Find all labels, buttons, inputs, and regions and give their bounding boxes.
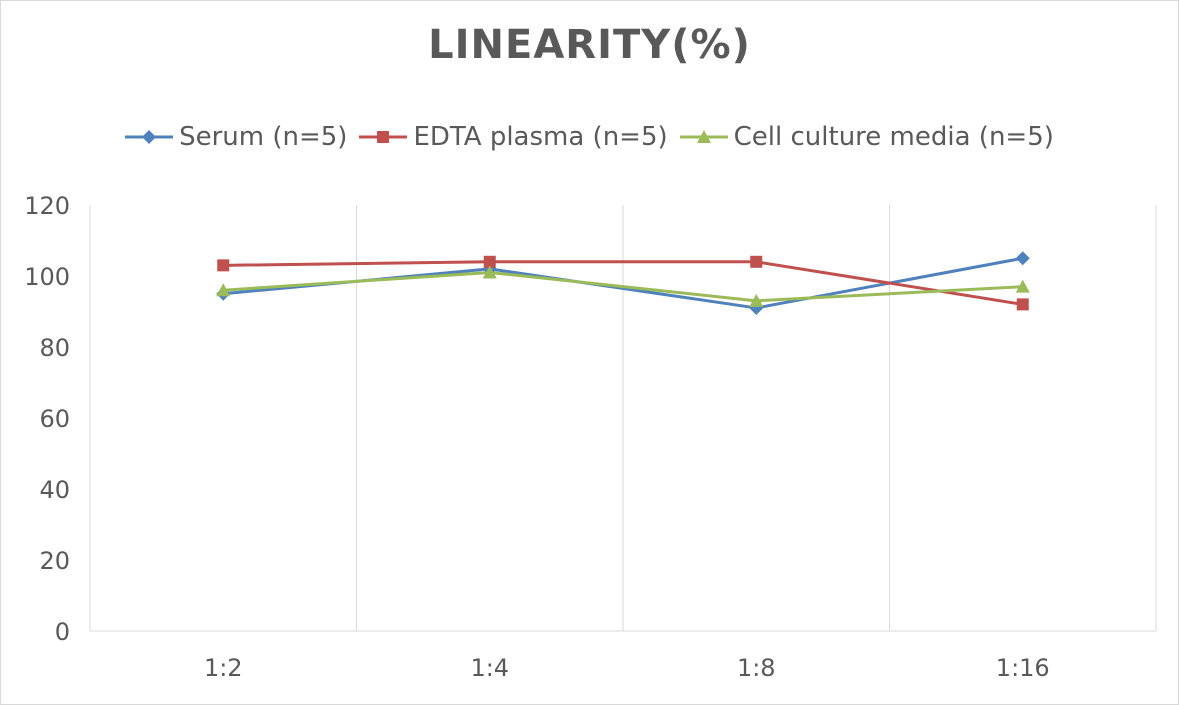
legend-item-edta-plasma: EDTA plasma (n=5): [359, 122, 668, 152]
x-tick-label: 1:16: [996, 654, 1050, 682]
y-tick-label: 0: [55, 618, 70, 646]
legend-swatch-marker: [377, 131, 390, 143]
series-markers: [216, 251, 1030, 315]
x-tick-label: 1:2: [204, 654, 243, 682]
data-point-marker: [750, 255, 763, 268]
legend-item-serum: Serum (n=5): [125, 122, 347, 152]
legend-item-cell-culture-media: Cell culture media (n=5): [679, 122, 1054, 152]
data-point-marker: [482, 265, 497, 279]
legend-swatch-serum: [125, 130, 174, 144]
x-axis: 1:2 1:4 1:8 1:16: [204, 654, 1050, 682]
y-tick-label: 80: [39, 334, 70, 362]
data-point-marker: [483, 255, 496, 268]
y-tick-label: 60: [39, 405, 70, 433]
y-tick-label: 40: [39, 476, 70, 504]
legend-swatch-marker: [696, 130, 711, 143]
y-tick-label: 100: [24, 263, 70, 291]
y-tick-label: 20: [39, 547, 70, 575]
series-lines: [223, 256, 1024, 310]
x-tick-label: 1:8: [737, 654, 776, 682]
series-line-2: [223, 270, 1023, 303]
data-point-marker: [1015, 251, 1030, 266]
data-point-marker: [217, 259, 230, 272]
legend-swatch-marker: [142, 130, 157, 144]
data-point-marker: [1015, 279, 1030, 293]
x-tick-label: 1:4: [470, 654, 509, 682]
gridlines: [89, 205, 1157, 632]
y-axis: 0 20 40 60 80 100 120: [24, 192, 70, 646]
data-point-marker: [749, 293, 764, 307]
data-point-marker: [1016, 298, 1029, 311]
y-tick-label: 120: [24, 192, 70, 220]
chart-title: LINEARITY(%): [428, 22, 751, 68]
legend-label-cell-culture-media: Cell culture media (n=5): [733, 122, 1054, 152]
legend-swatch-cell-culture-media: [679, 130, 728, 143]
legend-swatch-edta-plasma: [359, 131, 408, 143]
data-point-marker: [216, 283, 231, 297]
series-line-1: [223, 260, 1023, 306]
legend-label-serum: Serum (n=5): [179, 122, 348, 152]
legend-label-edta-plasma: EDTA plasma (n=5): [413, 122, 668, 152]
chart-legend: Serum (n=5) EDTA plasma (n=5) Cell cultu…: [0, 122, 1179, 152]
